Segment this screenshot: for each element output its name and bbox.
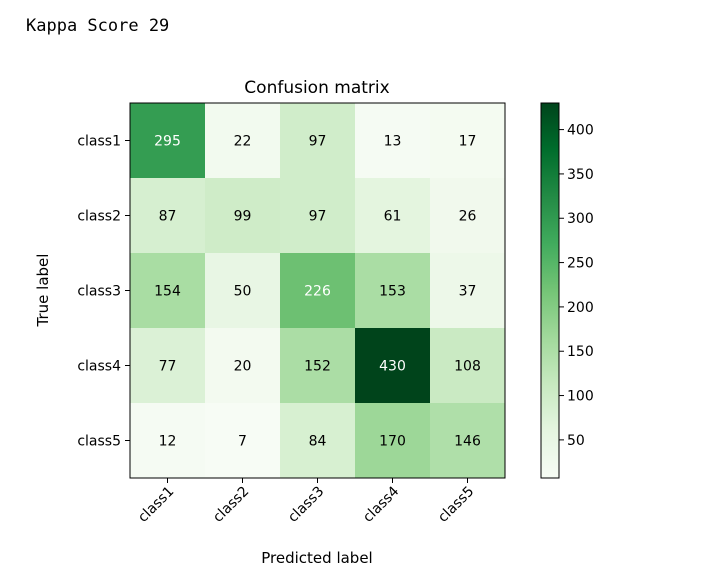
x-tick-label: class5: [435, 484, 477, 526]
cell-value-label: 295: [154, 134, 181, 150]
heatmap-cell: [205, 403, 281, 479]
colorbar-tick-label: 400: [567, 123, 594, 139]
cell-value-label: 7: [238, 434, 247, 450]
heatmap-cell: [280, 103, 356, 179]
cell-value-label: 108: [454, 359, 481, 375]
cell-value-label: 154: [154, 284, 181, 300]
x-axis-ticks: class1 class2 class3 class4 class5: [135, 478, 477, 526]
cell-value-label: 50: [234, 284, 252, 300]
heatmap-cell-labels: 295 22 97 13 17 87 99 97 61 26 154 50 226 153 37 77 20 15…: [154, 134, 481, 450]
cell-value-label: 430: [379, 359, 406, 375]
cell-value-label: 146: [454, 434, 481, 450]
cell-value-label: 97: [309, 134, 327, 150]
y-axis-label: True label: [34, 254, 52, 328]
colorbar-tick-label: 300: [567, 211, 594, 227]
cell-value-label: 99: [234, 209, 252, 225]
colorbar-tick-label: 350: [567, 167, 594, 183]
heatmap-cell: [280, 253, 356, 329]
colorbar: [540, 102, 560, 479]
heatmap-cell: [355, 253, 431, 329]
colorbar-tick-label: 150: [567, 344, 594, 360]
x-tick-label: class3: [285, 484, 327, 526]
cell-value-label: 12: [159, 434, 177, 450]
colorbar-tick-label: 250: [567, 256, 594, 272]
cell-value-label: 152: [304, 359, 331, 375]
heatmap-cell: [355, 403, 431, 479]
cell-value-label: 20: [234, 359, 252, 375]
heatmap-cells: [130, 103, 506, 479]
output-text: Kappa Score 29: [26, 16, 170, 36]
heatmap-cell: [130, 103, 206, 179]
heatmap-cell: [280, 178, 356, 254]
heatmap-cell: [430, 253, 506, 329]
colorbar-tick-label: 100: [567, 389, 594, 405]
colorbar-tick-label: 50: [567, 433, 585, 449]
cell-value-label: 77: [159, 359, 177, 375]
cell-value-label: 226: [304, 284, 331, 300]
heatmap-cell: [355, 328, 431, 404]
cell-value-label: 22: [234, 134, 252, 150]
heatmap-cell: [205, 328, 281, 404]
y-tick-label: class3: [77, 284, 121, 300]
cell-value-label: 153: [379, 284, 406, 300]
heatmap-cell: [130, 403, 206, 479]
x-tick-label: class1: [135, 484, 177, 526]
colorbar-tick-label: 200: [567, 300, 594, 316]
x-tick-label: class4: [360, 483, 402, 525]
heatmap-cell: [430, 403, 506, 479]
heatmap-cell: [280, 403, 356, 479]
cell-value-label: 97: [309, 209, 327, 225]
cell-value-label: 87: [159, 209, 177, 225]
x-tick-label: class2: [210, 484, 252, 526]
y-tick-label: class5: [77, 434, 121, 450]
heatmap-cell: [205, 103, 281, 179]
heatmap-cell: [205, 253, 281, 329]
cell-value-label: 17: [459, 134, 477, 150]
cell-value-label: 13: [384, 134, 402, 150]
heatmap-cell: [430, 103, 506, 179]
heatmap-cell: [280, 328, 356, 404]
heatmap-cell: [205, 178, 281, 254]
y-axis-ticks: class1 class2 class3 class4 class5: [77, 134, 130, 450]
colorbar-ticks: 50 100 150 200 250 300 350 400: [559, 123, 594, 449]
heatmap-cell: [355, 178, 431, 254]
heatmap-cell: [130, 178, 206, 254]
heatmap-cell: [430, 178, 506, 254]
y-tick-label: class4: [77, 359, 121, 375]
cell-value-label: 26: [459, 209, 477, 225]
heatmap-cell: [130, 253, 206, 329]
x-axis-label: Predicted label: [261, 549, 372, 567]
cell-value-label: 61: [384, 209, 402, 225]
cell-value-label: 37: [459, 284, 477, 300]
cell-value-label: 84: [309, 434, 327, 450]
y-tick-label: class1: [77, 134, 121, 150]
chart-title: Confusion matrix: [244, 78, 389, 98]
heatmap-cell: [130, 328, 206, 404]
heatmap-cell: [430, 328, 506, 404]
heatmap-cell: [355, 103, 431, 179]
cell-value-label: 170: [379, 434, 406, 450]
y-tick-label: class2: [77, 209, 121, 225]
